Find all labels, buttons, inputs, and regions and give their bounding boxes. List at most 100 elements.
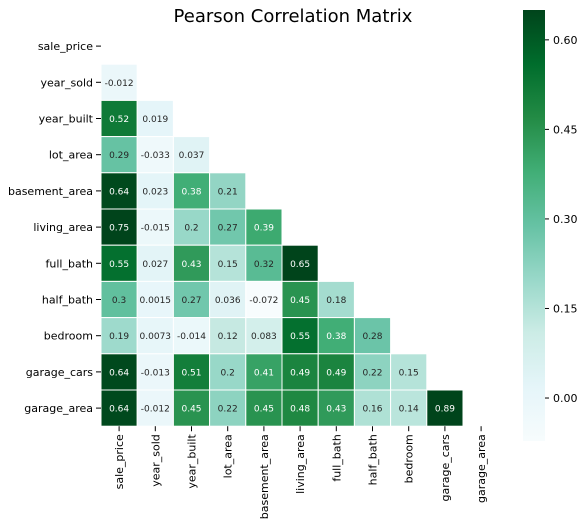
cell-value-label: 0.14 [399,405,419,415]
heatmap-cell [426,389,464,427]
heatmap-cell [100,99,138,138]
cell-value-label: 0.22 [218,405,238,415]
cell-value-label: 0.48 [290,405,310,415]
cell-value-label: 0.2 [221,368,235,378]
cell-value-label: 0.28 [362,332,382,342]
heatmap-cell [136,172,174,210]
cell-value-label: 0.12 [218,332,238,342]
heatmap-cell [281,389,319,427]
x-axis-tick-label: basement_area [258,434,271,519]
cell-value-label: 0.32 [254,260,274,270]
x-axis-tick-label: garage_cars [439,434,452,502]
cell-value-label: 0.037 [179,151,205,161]
cell-value-label: 0.027 [142,260,168,270]
heatmap-cell [172,317,211,355]
cell-value-label: 0.3 [112,296,126,306]
y-axis-tick-label: bedroom [44,330,93,343]
heatmap-cell [172,389,211,427]
x-axis-tick-label: full_bath [330,434,343,481]
cell-value-label: 0.65 [290,260,310,270]
heatmap-cell [172,244,211,282]
y-axis-ticks: sale_price year_sold year_built lot_areabas… [8,40,101,415]
x-axis-tick-label: lot_area [222,434,235,478]
cell-value-label: -0.033 [141,151,170,161]
y-axis-tick-label: half_bath [42,294,93,307]
cell-value-label: 0.45 [254,405,274,415]
colorbar-tick-label: 0.60 [553,34,578,47]
heatmap-cell [390,353,428,391]
y-axis-tick-label: full_bath [46,257,93,270]
cell-value-label: 0.18 [326,296,346,306]
cell-value-label: 0.019 [142,115,168,125]
cell-value-label: 0.29 [109,151,129,161]
heatmap-cell [209,172,247,210]
x-axis-tick-label: bedroom [403,434,416,483]
cell-value-label: 0.49 [290,368,310,378]
cell-value-label: 0.15 [399,368,419,378]
colorbar-tick-label: 0.45 [553,123,578,136]
heatmap-cell [390,389,428,427]
x-axis-tick-label: half_bath [367,434,380,485]
x-axis-ticks: sale_price year_sold year_built lot_area bas… [113,426,488,519]
heatmap-cell [209,244,247,282]
cell-value-label: 0.64 [109,368,129,378]
cell-value-label: 0.55 [109,260,129,270]
y-axis-tick-label: sale_price [38,40,93,53]
heatmap-cells: -0.012 0.52 0.019 0.29 -0.033 0.037 0.64 0.023 0… [100,63,464,427]
cell-value-label: 0.64 [109,405,129,415]
y-axis-tick-label: lot_area [49,149,93,162]
cell-value-label: 0.45 [290,296,310,306]
colorbar-tick-label: 0.00 [553,392,578,405]
cell-value-label: 0.55 [290,332,310,342]
heatmap-cell [317,280,355,319]
y-axis-tick-label: basement_area [8,185,93,198]
cell-value-label: 0.49 [326,368,346,378]
heatmap-cell [100,317,138,355]
cell-value-label: 0.16 [362,405,382,415]
colorbar-tick-label: 0.15 [553,302,578,315]
heatmap-cell [136,244,174,282]
y-axis-tick-label: living_area [33,221,93,234]
x-axis-tick-label: year_sold [149,434,162,487]
cell-value-label: -0.015 [141,224,170,234]
heatmap-cell [100,353,138,391]
cell-value-label: 0.75 [109,224,129,234]
cell-value-label: 0.0073 [140,332,172,342]
heatmap-cell [353,389,392,427]
cell-value-label: 0.38 [181,187,201,197]
x-axis-tick-label: living_area [294,434,307,494]
cell-value-label: 0.38 [326,332,346,342]
x-axis-tick-label: year_built [186,434,199,489]
heatmap-cell [136,280,174,319]
heatmap-cell [172,136,211,174]
cell-value-label: -0.014 [177,332,206,342]
cell-value-label: 0.22 [362,368,382,378]
colorbar-ticks: 0.00 0.15 0.30 0.45 0.60 [545,34,578,405]
cell-value-label: 0.0015 [140,296,172,306]
cell-value-label: 0.083 [251,332,277,342]
heatmap-cell [245,389,283,427]
chart-title: Pearson Correlation Matrix [174,6,413,27]
x-axis-tick-label: sale_price [113,434,126,489]
heatmap-cell [353,317,392,355]
colorbar-tick-label: 0.30 [553,213,578,226]
cell-value-label: 0.036 [215,296,241,306]
cell-value-label: 0.51 [181,368,201,378]
cell-value-label: -0.013 [141,368,170,378]
cell-value-label: 0.39 [254,224,274,234]
cell-value-label: 0.2 [184,224,198,234]
cell-value-label: 0.43 [181,260,201,270]
cell-value-label: 0.45 [181,405,201,415]
cell-value-label: 0.15 [218,260,238,270]
cell-value-label: -0.072 [249,296,278,306]
heatmap-cell [100,280,138,319]
y-axis-tick-label: garage_cars [26,366,94,379]
heatmap-cell [281,353,319,391]
colorbar [523,10,545,441]
heatmap-cell [100,389,138,427]
heatmap-cell [245,244,283,282]
cell-value-label: -0.012 [141,405,170,415]
cell-value-label: 0.89 [435,405,455,415]
